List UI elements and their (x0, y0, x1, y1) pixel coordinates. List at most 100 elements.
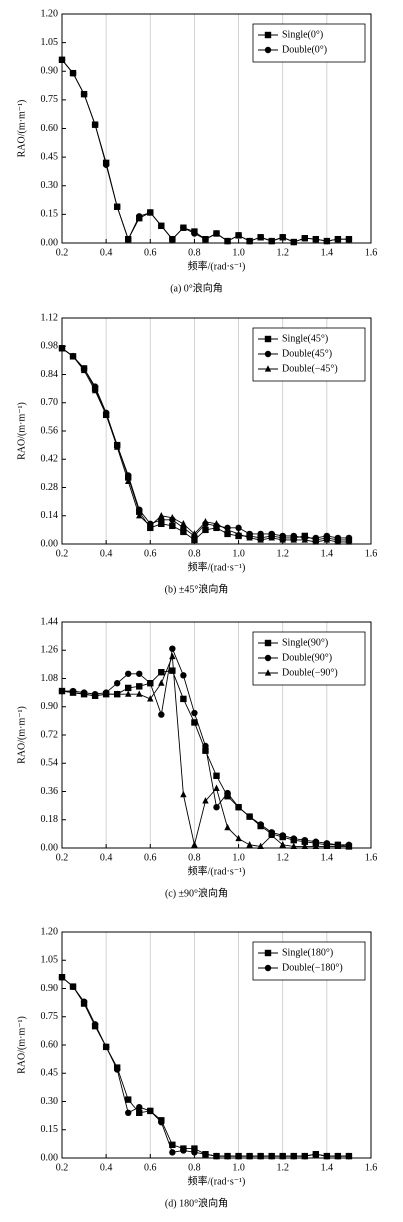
marker (290, 835, 297, 842)
marker (264, 350, 272, 358)
x-axis-label: 频率/(rad·s⁻¹) (188, 560, 246, 573)
marker (213, 230, 220, 237)
series-line (61, 976, 349, 1157)
x-tick-label: 1.0 (232, 1162, 245, 1173)
x-axis-label: 频率/(rad·s⁻¹) (188, 1174, 246, 1187)
y-tick-label: 1.20 (41, 926, 59, 937)
marker (80, 366, 88, 374)
marker (125, 235, 132, 243)
x-tick-label: 1.2 (276, 247, 289, 258)
x-tick-label: 0.6 (144, 548, 157, 559)
marker (102, 690, 110, 697)
marker (136, 511, 143, 519)
legend-label: Single(90°) (282, 637, 328, 648)
marker (191, 719, 198, 726)
marker (69, 352, 77, 359)
marker (147, 680, 154, 687)
marker (91, 121, 99, 128)
marker (279, 1152, 286, 1160)
x-tick-label: 1.6 (365, 247, 378, 258)
marker (191, 841, 198, 848)
marker (202, 747, 209, 754)
marker (312, 842, 320, 850)
marker (290, 842, 297, 850)
x-tick-label: 0.8 (188, 247, 201, 258)
marker (125, 1096, 132, 1103)
y-tick-label: 1.44 (41, 616, 59, 627)
marker (191, 536, 198, 544)
marker (202, 797, 209, 804)
marker (202, 1151, 209, 1158)
y-tick-label: 1.05 (41, 955, 59, 966)
marker (202, 518, 209, 525)
marker (323, 532, 331, 540)
marker (268, 534, 275, 541)
marker (158, 511, 165, 519)
marker (113, 443, 121, 450)
marker (69, 688, 77, 696)
marker (125, 670, 132, 677)
marker (213, 520, 220, 527)
x-tick-label: 1.6 (365, 852, 378, 863)
series-line (61, 59, 349, 243)
marker (158, 222, 165, 230)
marker (279, 532, 286, 540)
marker (158, 1119, 165, 1126)
x-tick-label: 1.0 (232, 548, 245, 559)
marker (202, 526, 209, 534)
marker (268, 831, 275, 839)
marker (246, 813, 253, 820)
marker (246, 841, 253, 848)
marker (224, 1152, 231, 1160)
marker (158, 679, 165, 686)
marker (224, 526, 231, 533)
marker (264, 639, 272, 647)
marker (334, 538, 342, 545)
marker (290, 1152, 297, 1160)
y-tick-label: 0.54 (41, 758, 59, 769)
marker (58, 344, 66, 351)
marker (169, 235, 176, 243)
legend: Single(0°) Double(0°) (252, 23, 366, 63)
y-tick-label: 1.26 (41, 645, 59, 656)
marker (235, 1152, 242, 1160)
marker (213, 803, 220, 811)
y-tick-label: 1.20 (41, 8, 59, 19)
x-axis-label: 频率/(rad·s⁻¹) (188, 259, 246, 272)
marker (80, 690, 88, 697)
marker (345, 1152, 353, 1160)
y-tick-label: 0.15 (41, 209, 59, 220)
marker (147, 1107, 154, 1115)
legend-label: Double(−90°) (282, 667, 338, 678)
marker (180, 520, 187, 527)
marker (264, 46, 272, 54)
marker (323, 237, 331, 245)
marker (301, 836, 308, 844)
y-tick-label: 0.42 (41, 454, 59, 465)
marker (158, 520, 165, 528)
y-tick-label: 0.30 (41, 180, 59, 191)
marker (169, 1141, 176, 1149)
marker (257, 842, 264, 850)
marker (312, 235, 320, 243)
marker (158, 711, 165, 718)
marker (246, 530, 253, 538)
y-tick-label: 0.15 (41, 1124, 59, 1135)
marker (125, 477, 132, 485)
marker (345, 538, 353, 545)
marker (91, 386, 99, 394)
legend-label: Single(45°) (282, 333, 328, 344)
legend-label: Double(90°) (282, 652, 332, 663)
y-tick-label: 0.30 (41, 1096, 59, 1107)
legend: Single(45°) Double(45°) Double(−45°) (252, 327, 366, 382)
y-tick-label: 1.08 (41, 673, 59, 684)
y-tick-label: 0.56 (41, 425, 59, 436)
marker (301, 536, 308, 543)
x-tick-label: 0.8 (188, 548, 201, 559)
marker (191, 530, 198, 537)
marker (202, 235, 209, 243)
x-tick-label: 0.2 (56, 548, 69, 559)
marker (279, 841, 286, 848)
marker (268, 237, 275, 245)
legend-label: Double(−180°) (282, 962, 343, 973)
